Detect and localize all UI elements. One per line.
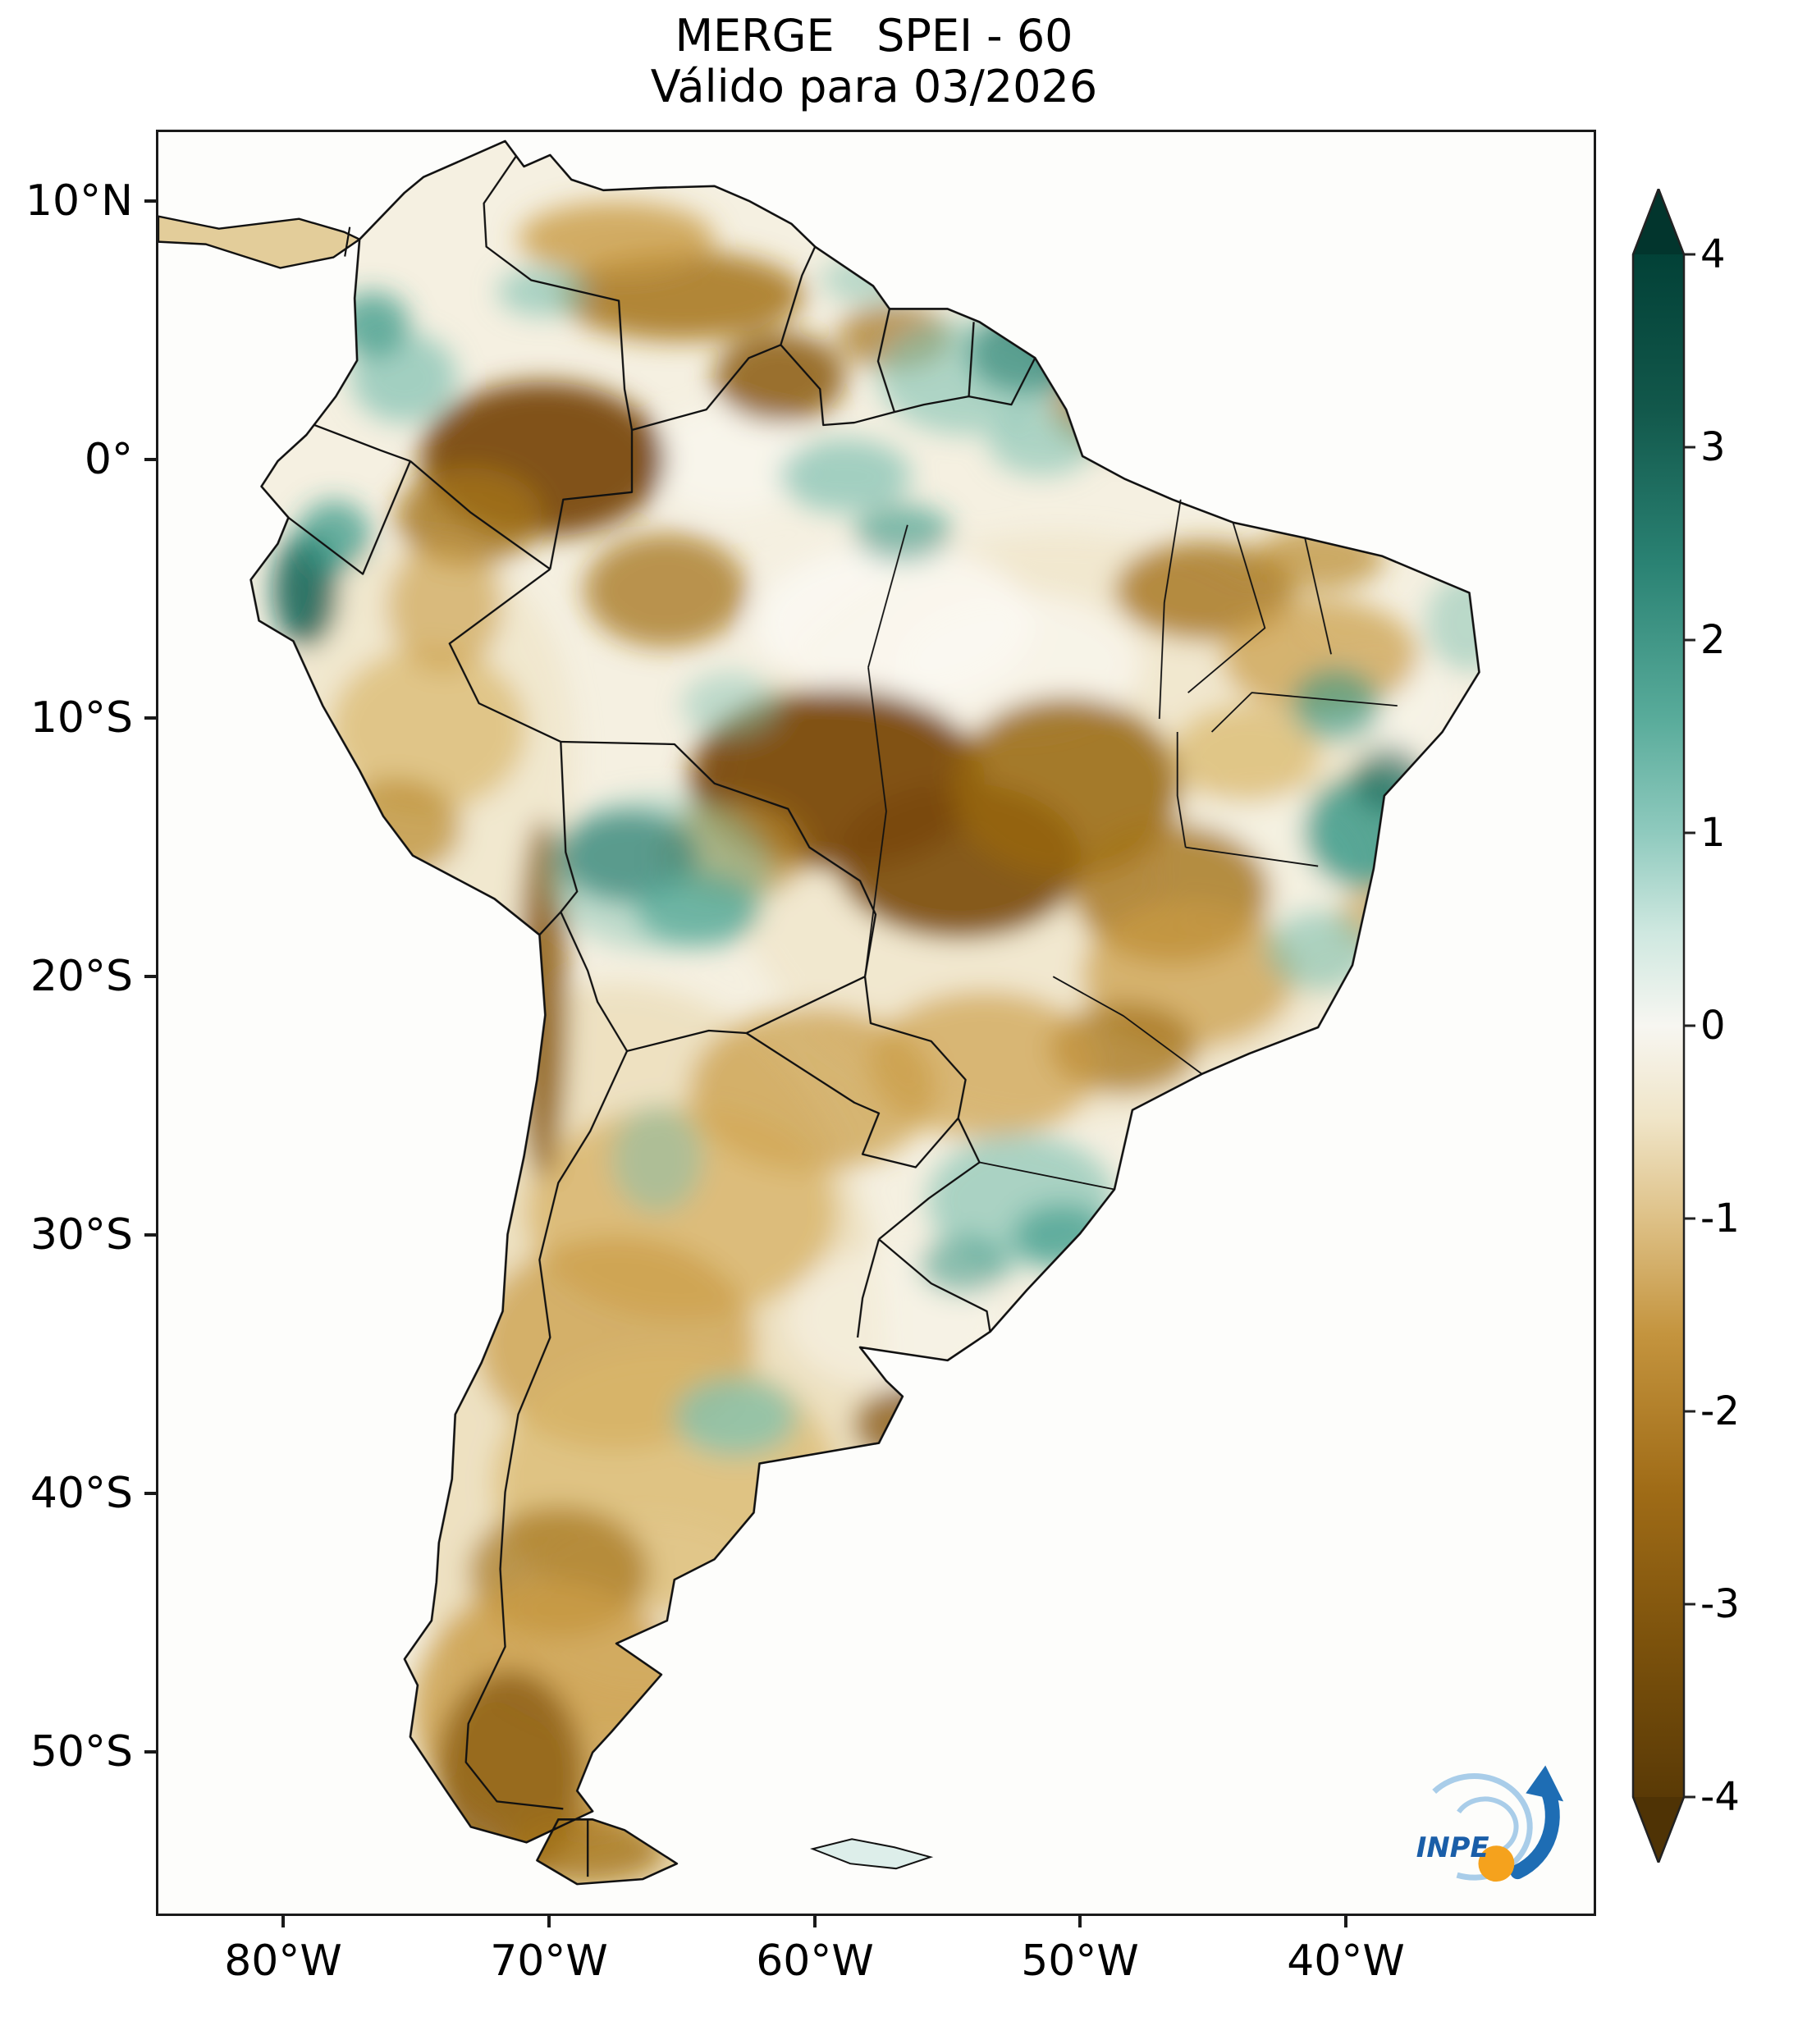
x-tick-mark xyxy=(547,1916,551,1927)
spei-raster-blobs xyxy=(272,201,1480,1884)
x-tick-label: 50°W xyxy=(1021,1937,1139,1986)
colorbar-tick-label: -4 xyxy=(1700,1774,1740,1820)
south-america-spei-map: INPE xyxy=(158,139,1564,1886)
inpe-logo-text: INPE xyxy=(1416,1831,1489,1863)
colorbar-tick-label: -3 xyxy=(1700,1581,1740,1627)
colorbar-tick-label: -1 xyxy=(1700,1196,1740,1241)
y-tick-label: 20°S xyxy=(30,952,133,1001)
y-tick-label: 0° xyxy=(84,435,133,484)
y-tick-mark xyxy=(144,975,156,978)
y-tick-label: 30°S xyxy=(30,1210,133,1260)
map-plot-area: INPE xyxy=(156,130,1596,1916)
colorbar-tick-label: 0 xyxy=(1700,1003,1726,1049)
state-borders xyxy=(864,499,1398,1191)
y-tick-mark xyxy=(144,1750,156,1754)
coastline xyxy=(249,139,1480,1886)
colorbar-tick-label: -2 xyxy=(1700,1388,1740,1434)
colorbar-tick-label: 3 xyxy=(1700,424,1726,470)
x-tick-mark xyxy=(1078,1916,1082,1927)
y-tick-label: 50°S xyxy=(30,1727,133,1776)
colorbar xyxy=(1631,189,1695,1863)
x-tick-label: 70°W xyxy=(490,1937,608,1986)
y-tick-label: 10°N xyxy=(25,176,133,226)
colorbar-tick-marks xyxy=(1684,253,1695,1799)
island-shape xyxy=(809,1838,934,1870)
y-tick-mark xyxy=(144,199,156,203)
y-tick-label: 40°S xyxy=(30,1469,133,1518)
y-tick-mark xyxy=(144,1492,156,1495)
inpe-logo: INPE xyxy=(1416,1765,1564,1882)
colorbar-tick-label: 2 xyxy=(1700,617,1726,663)
x-tick-label: 80°W xyxy=(224,1937,342,1986)
y-tick-mark xyxy=(144,716,156,720)
y-tick-label: 10°S xyxy=(30,693,133,743)
x-tick-mark xyxy=(1344,1916,1347,1927)
central-america-strip xyxy=(158,215,362,269)
y-tick-mark xyxy=(144,1233,156,1237)
colorbar-tick-label: 4 xyxy=(1700,231,1726,277)
x-tick-mark xyxy=(281,1916,285,1927)
x-tick-label: 40°W xyxy=(1287,1937,1405,1986)
colorbar-tick-label: 1 xyxy=(1700,810,1726,856)
figure-subtitle: Válido para 03/2026 xyxy=(650,61,1098,112)
x-tick-label: 60°W xyxy=(756,1937,874,1986)
figure-title: MERGE SPEI - 60 xyxy=(675,10,1073,62)
x-tick-mark xyxy=(813,1916,817,1927)
y-tick-mark xyxy=(144,458,156,461)
